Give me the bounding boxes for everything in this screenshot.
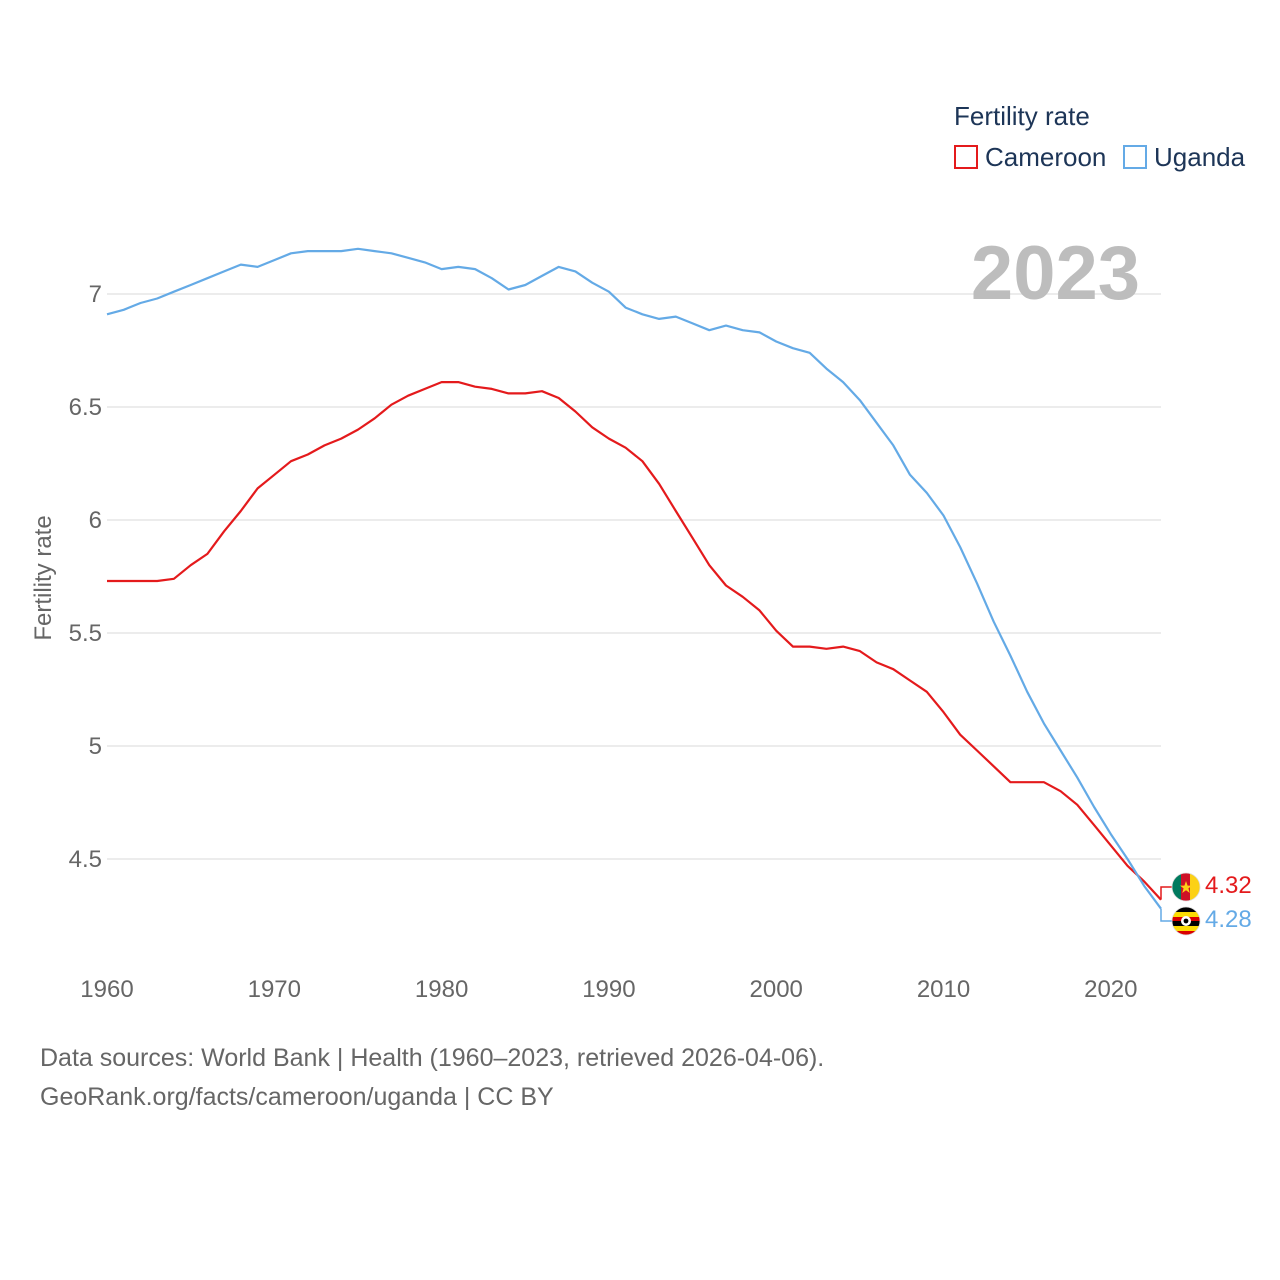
x-tick-label: 1970 xyxy=(248,976,301,1003)
y-axis-ticks: 4.5 5 5.5 6 6.5 7 xyxy=(69,281,102,873)
footer-credit[interactable]: GeoRank.org/facts/cameroon/uganda | CC B… xyxy=(40,1083,554,1111)
year-label: 2023 xyxy=(971,231,1140,316)
x-tick-label: 2000 xyxy=(750,976,803,1003)
x-tick-label: 1990 xyxy=(582,976,635,1003)
legend-label-cameroon: Cameroon xyxy=(985,142,1106,172)
x-tick-label: 1980 xyxy=(415,976,468,1003)
y-tick-label: 7 xyxy=(89,281,102,308)
legend: Fertility rate Cameroon Uganda xyxy=(954,101,1246,172)
uganda-end-value: 4.28 xyxy=(1205,906,1252,933)
legend-title: Fertility rate xyxy=(954,101,1090,131)
end-markers: 4.32 4.28 xyxy=(1160,872,1252,936)
legend-item-uganda[interactable]: Uganda xyxy=(1123,142,1246,172)
legend-label-uganda: Uganda xyxy=(1154,142,1246,172)
y-tick-label: 4.5 xyxy=(69,846,102,873)
y-tick-label: 6.5 xyxy=(69,394,102,421)
x-tick-label: 1960 xyxy=(80,976,133,1003)
uganda-connector xyxy=(1160,908,1172,922)
grid-lines xyxy=(107,293,1161,860)
legend-item-cameroon[interactable]: Cameroon xyxy=(954,142,1106,172)
legend-swatch-uganda xyxy=(1123,145,1147,169)
series-line-cameroon[interactable] xyxy=(107,381,1162,901)
y-tick-label: 5.5 xyxy=(69,620,102,647)
cameroon-end-value: 4.32 xyxy=(1205,872,1252,899)
cameroon-flag-icon xyxy=(1172,873,1200,901)
series-line-uganda[interactable] xyxy=(106,247,1162,910)
x-tick-label: 2010 xyxy=(917,976,970,1003)
series-lines xyxy=(106,247,1162,910)
y-tick-label: 6 xyxy=(89,507,102,534)
legend-swatch-cameroon xyxy=(954,145,978,169)
x-axis-ticks: 1960 1970 1980 1990 2000 2010 2020 xyxy=(80,976,1137,1003)
x-tick-label: 2020 xyxy=(1084,976,1137,1003)
uganda-flag-icon xyxy=(1172,907,1200,935)
cameroon-connector xyxy=(1160,886,1172,900)
y-tick-label: 5 xyxy=(89,733,102,760)
y-axis-label: Fertility rate xyxy=(30,515,57,640)
footer-sources: Data sources: World Bank | Health (1960–… xyxy=(40,1044,825,1072)
